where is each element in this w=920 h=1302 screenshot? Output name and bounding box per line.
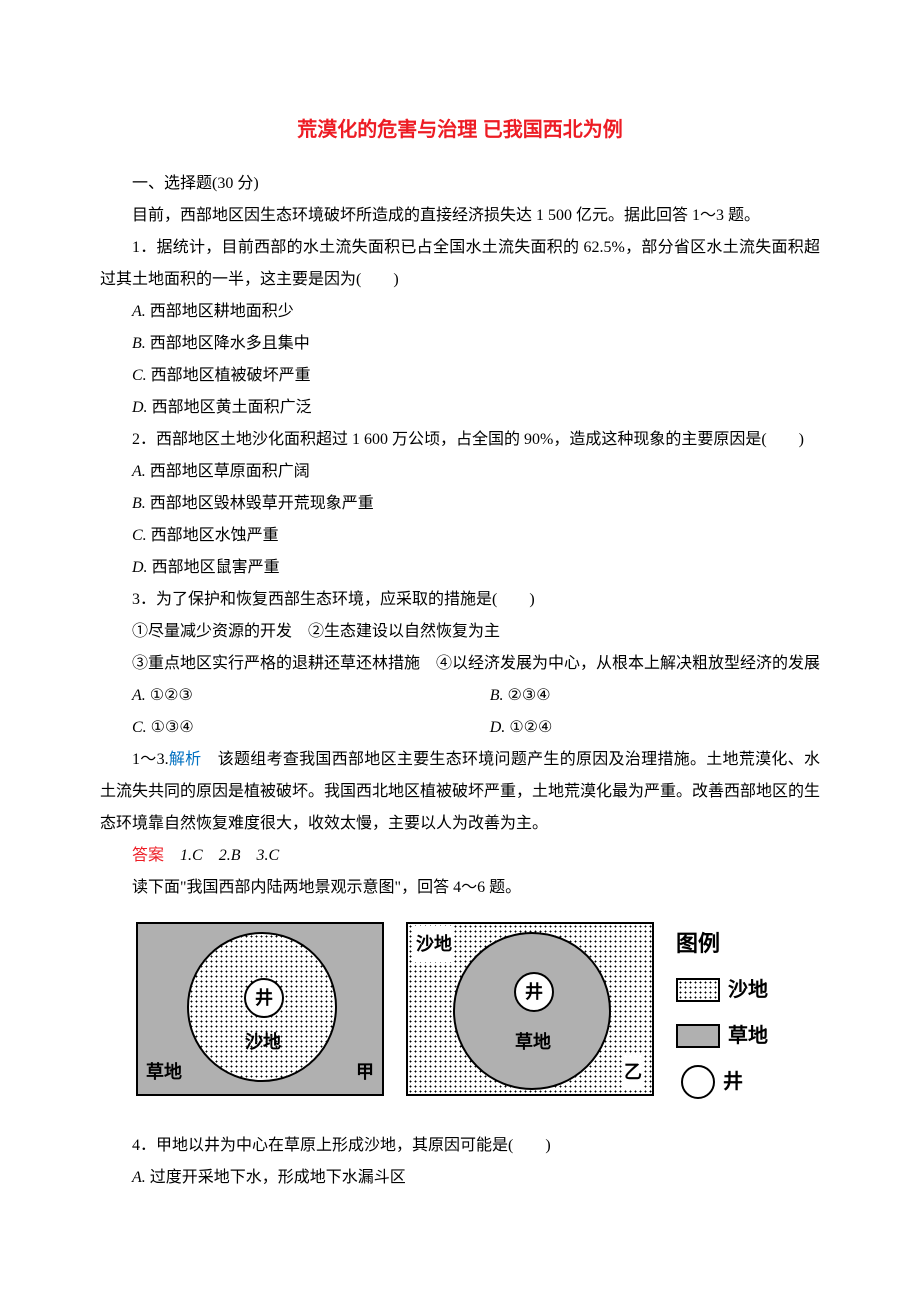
q1-stem: 1．据统计，目前西部的水土流失面积已占全国水土流失面积的 62.5%，部分省区水… xyxy=(100,232,820,296)
q1-b-text: 西部地区降水多且集中 xyxy=(150,335,310,352)
q3-row-ab: A. ①②③ B. ②③④ xyxy=(100,680,820,712)
diagram-a-grass-label: 草地 xyxy=(146,1054,182,1090)
diagram-b-well-icon: 井 xyxy=(514,972,554,1012)
q1-a-text: 西部地区耕地面积少 xyxy=(150,303,294,320)
q1-opt-d: D. 西部地区黄土面积广泛 xyxy=(100,392,820,424)
label-b: B. xyxy=(132,495,146,512)
q4-a-text: 过度开采地下水，形成地下水漏斗区 xyxy=(150,1169,406,1186)
diagram-a-name: 甲 xyxy=(356,1054,374,1090)
legend-well-icon xyxy=(681,1065,715,1099)
q2-opt-a: A. 西部地区草原面积广阔 xyxy=(100,456,820,488)
q2-opt-c: C. 西部地区水蚀严重 xyxy=(100,520,820,552)
analysis-label: 解析 xyxy=(169,751,202,768)
legend-row-well: 井 xyxy=(676,1062,784,1102)
label-a: A. xyxy=(132,463,146,480)
q3-d-text: ①②④ xyxy=(509,719,552,736)
label-c: C. xyxy=(132,527,147,544)
legend-sand-text: 沙地 xyxy=(728,970,768,1010)
q2-opt-d: D. 西部地区鼠害严重 xyxy=(100,552,820,584)
figure-container: 井 沙地 草地 甲 沙地 井 草地 乙 图例 沙地 草地 井 xyxy=(100,922,820,1108)
analysis-block: 1～3.解析 该题组考查我国西部地区主要生态环境问题产生的原因及治理措施。土地荒… xyxy=(100,744,820,840)
diagram-a-sand-circle: 井 沙地 xyxy=(187,932,337,1082)
q3-line1: ①尽量减少资源的开发 ②生态建设以自然恢复为主 xyxy=(100,616,820,648)
label-d: D. xyxy=(490,719,506,736)
q2-opt-b: B. 西部地区毁林毁草开荒现象严重 xyxy=(100,488,820,520)
diagram-a-well-icon: 井 xyxy=(244,978,284,1018)
diagram-b-name: 乙 xyxy=(622,1054,644,1090)
q2-b-text: 西部地区毁林毁草开荒现象严重 xyxy=(150,495,374,512)
legend-grass-text: 草地 xyxy=(728,1016,768,1056)
legend-sand-swatch xyxy=(676,978,720,1002)
q4-stem: 4．甲地以井为中心在草原上形成沙地，其原因可能是( ) xyxy=(100,1130,820,1162)
q2-stem: 2．西部地区土地沙化面积超过 1 600 万公顷，占全国的 90%，造成这种现象… xyxy=(100,424,820,456)
q3-row-cd: C. ①③④ D. ①②④ xyxy=(100,712,820,744)
label-d: D. xyxy=(132,559,148,576)
q3-stem: 3．为了保护和恢复西部生态环境，应采取的措施是( ) xyxy=(100,584,820,616)
label-c: C. xyxy=(132,367,147,384)
q1-opt-a: A. 西部地区耕地面积少 xyxy=(100,296,820,328)
page-title: 荒漠化的危害与治理 已我国西北为例 xyxy=(100,110,820,150)
q2-d-text: 西部地区鼠害严重 xyxy=(152,559,280,576)
diagram-a: 井 沙地 草地 甲 xyxy=(136,922,384,1096)
q3-a-text: ①②③ xyxy=(150,687,193,704)
legend: 图例 沙地 草地 井 xyxy=(676,922,784,1108)
intro-4-6: 读下面"我国西部内陆两地景观示意图"，回答 4～6 题。 xyxy=(100,872,820,904)
label-d: D. xyxy=(132,399,148,416)
q2-c-text: 西部地区水蚀严重 xyxy=(151,527,279,544)
label-b: B. xyxy=(132,335,146,352)
diagram-b-grass-label: 草地 xyxy=(515,1024,551,1060)
intro-1-3: 目前，西部地区因生态环境破坏所造成的直接经济损失达 1 500 亿元。据此回答 … xyxy=(100,200,820,232)
q4-opt-a: A. 过度开采地下水，形成地下水漏斗区 xyxy=(100,1162,820,1194)
q3-b-text: ②③④ xyxy=(508,687,551,704)
q2-a-text: 西部地区草原面积广阔 xyxy=(150,463,310,480)
legend-title: 图例 xyxy=(676,922,784,966)
answer-block: 答案 1.C 2.B 3.C xyxy=(100,840,820,872)
legend-row-sand: 沙地 xyxy=(676,970,784,1010)
legend-grass-swatch xyxy=(676,1024,720,1048)
q3-c-text: ①③④ xyxy=(151,719,194,736)
label-a: A. xyxy=(132,303,146,320)
diagram-b-sand-label: 沙地 xyxy=(414,926,454,962)
label-b: B. xyxy=(490,687,504,704)
analysis-range: 1～3. xyxy=(132,751,169,768)
answer-text: 1.C 2.B 3.C xyxy=(164,847,279,864)
legend-well-text: 井 xyxy=(723,1062,743,1102)
q1-c-text: 西部地区植被破坏严重 xyxy=(151,367,311,384)
section-heading: 一、选择题(30 分) xyxy=(100,168,820,200)
label-a: A. xyxy=(132,1169,146,1186)
diagram-b: 沙地 井 草地 乙 xyxy=(406,922,654,1096)
answer-label: 答案 xyxy=(132,847,164,864)
legend-row-grass: 草地 xyxy=(676,1016,784,1056)
label-c: C. xyxy=(132,719,147,736)
label-a: A. xyxy=(132,687,146,704)
diagram-b-grass-circle: 井 草地 xyxy=(453,932,611,1090)
q3-line2: ③重点地区实行严格的退耕还草还林措施 ④以经济发展为中心，从根本上解决粗放型经济… xyxy=(100,648,820,680)
analysis-text: 该题组考查我国西部地区主要生态环境问题产生的原因及治理措施。土地荒漠化、水土流失… xyxy=(100,751,820,832)
q1-opt-c: C. 西部地区植被破坏严重 xyxy=(100,360,820,392)
q1-opt-b: B. 西部地区降水多且集中 xyxy=(100,328,820,360)
diagram-a-sand-label: 沙地 xyxy=(245,1024,281,1060)
q1-d-text: 西部地区黄土面积广泛 xyxy=(152,399,312,416)
